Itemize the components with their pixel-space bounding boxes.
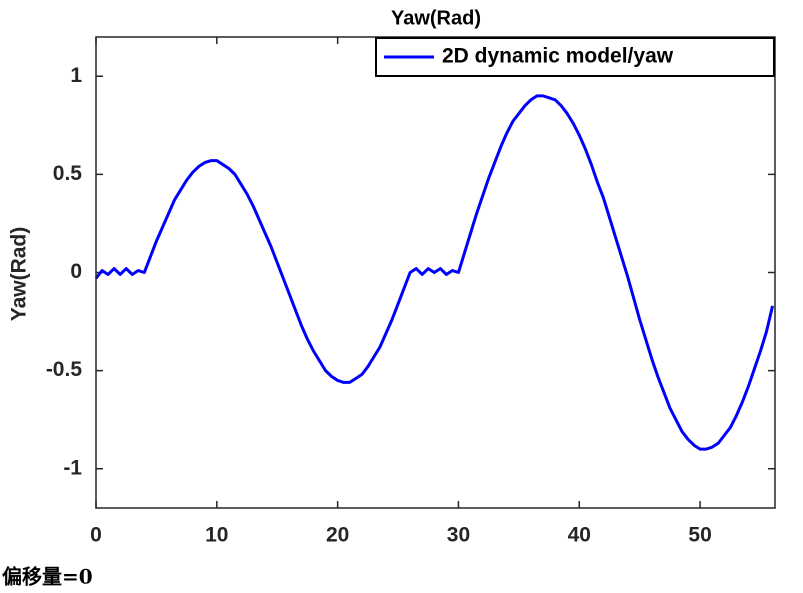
y-axis-label: Yaw(Rad) <box>8 227 31 322</box>
y-tick-label: 0 <box>70 260 82 283</box>
x-tick-label: 30 <box>447 524 470 547</box>
x-tick-label: 40 <box>568 524 591 547</box>
chart-title: Yaw(Rad) <box>391 7 481 29</box>
legend-box <box>375 37 775 77</box>
y-tick-label: 0.5 <box>53 162 83 185</box>
y-tick-label: 1 <box>70 64 82 87</box>
x-tick-label: 10 <box>205 524 228 547</box>
y-tick-label: -1 <box>63 456 82 479</box>
data-line <box>94 94 775 451</box>
legend-label: 2D dynamic model/yaw <box>442 45 674 68</box>
x-tick-label: 20 <box>326 524 349 547</box>
x-tick-label: 0 <box>90 524 102 547</box>
y-tick-label: -0.5 <box>46 358 83 381</box>
x-tick-label: 50 <box>688 524 711 547</box>
annotation: 偏移量=0 <box>2 565 93 589</box>
